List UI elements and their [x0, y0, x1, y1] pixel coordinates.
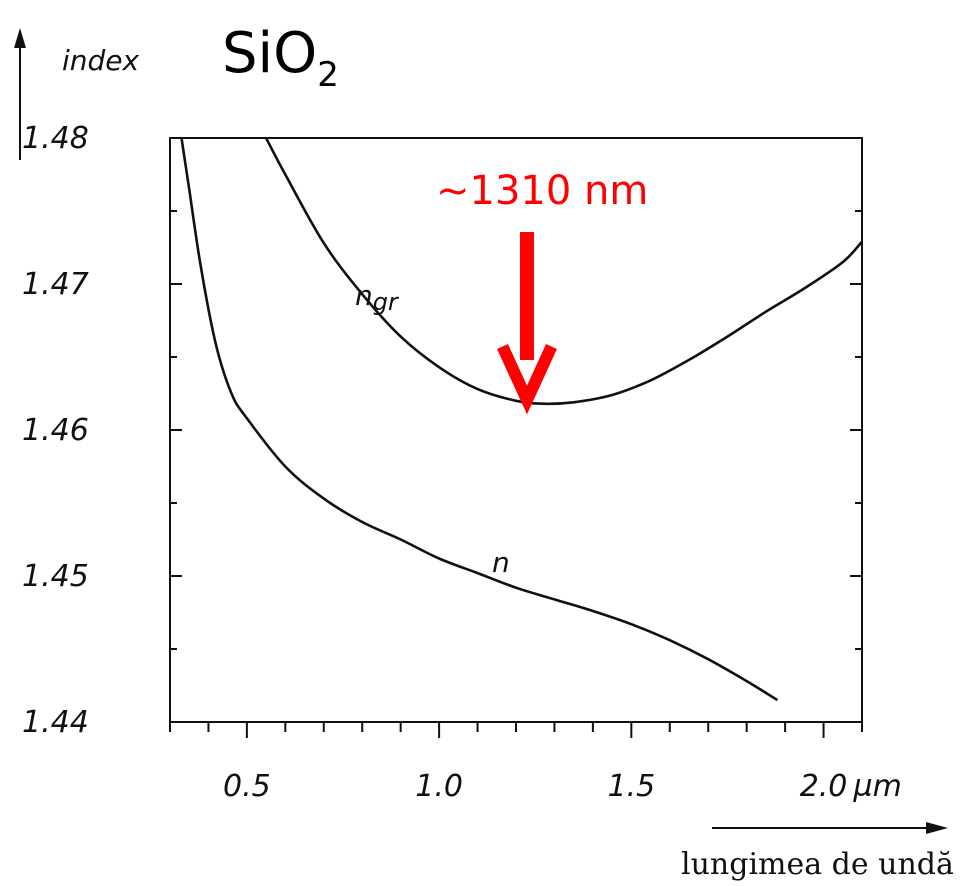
y-axis-label: index [62, 44, 140, 77]
x-tick-label: 0.5 [223, 769, 271, 804]
y-tick-label: 1.47 [22, 267, 89, 302]
y-tick-label: 1.48 [22, 121, 89, 156]
x-axis-label: lungimea de undă [681, 847, 954, 882]
y-axis-arrowhead [14, 28, 26, 48]
curve-label-ngr-sub: gr [373, 288, 400, 316]
annotation-arrow-shaft [520, 232, 534, 360]
x-tick-label: 1.5 [607, 769, 655, 804]
chart-title: SiO2 [222, 21, 339, 95]
tick-labels: 1.44 1.45 1.46 1.47 1.48 0.5 1.0 1.5 2.0 µm [22, 121, 902, 804]
y-tick-label: 1.45 [22, 559, 89, 594]
x-axis-arrowhead [926, 822, 948, 834]
annotation-arrowhead [497, 344, 557, 415]
chart-title-subscript: 2 [317, 55, 339, 95]
curve-label-ngr-main: n [355, 279, 373, 312]
curve-label-n: n [492, 546, 510, 579]
ticks [169, 137, 863, 738]
x-tick-label: 2.0 [800, 769, 848, 804]
annotation-text: ~1310 nm [436, 168, 648, 214]
plot-frame [169, 137, 863, 723]
x-unit-label: µm [853, 769, 902, 804]
curve-label-ngr: ngr [355, 279, 400, 316]
y-tick-label: 1.46 [22, 413, 89, 448]
y-tick-label: 1.44 [22, 705, 89, 740]
series-n-curve [180, 137, 779, 702]
series-ngr-curve [264, 137, 863, 406]
series-layer [180, 137, 863, 702]
x-tick-label: 1.0 [415, 769, 463, 804]
chart-title-main: SiO [222, 21, 317, 86]
